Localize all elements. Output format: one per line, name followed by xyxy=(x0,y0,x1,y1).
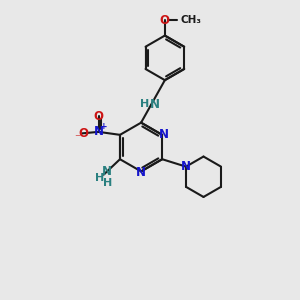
Text: H: H xyxy=(103,178,112,188)
Text: O: O xyxy=(79,127,89,140)
Text: +: + xyxy=(100,122,108,131)
Text: N: N xyxy=(102,165,112,178)
Text: H: H xyxy=(140,99,149,109)
Text: N: N xyxy=(180,160,190,172)
Text: N: N xyxy=(136,166,146,179)
Text: N: N xyxy=(94,125,103,138)
Text: O: O xyxy=(94,110,103,123)
Text: H: H xyxy=(94,172,104,183)
Text: O: O xyxy=(160,14,170,27)
Text: N: N xyxy=(150,98,160,111)
Text: ⁻: ⁻ xyxy=(74,132,80,145)
Text: CH₃: CH₃ xyxy=(180,15,201,25)
Text: N: N xyxy=(158,128,168,141)
